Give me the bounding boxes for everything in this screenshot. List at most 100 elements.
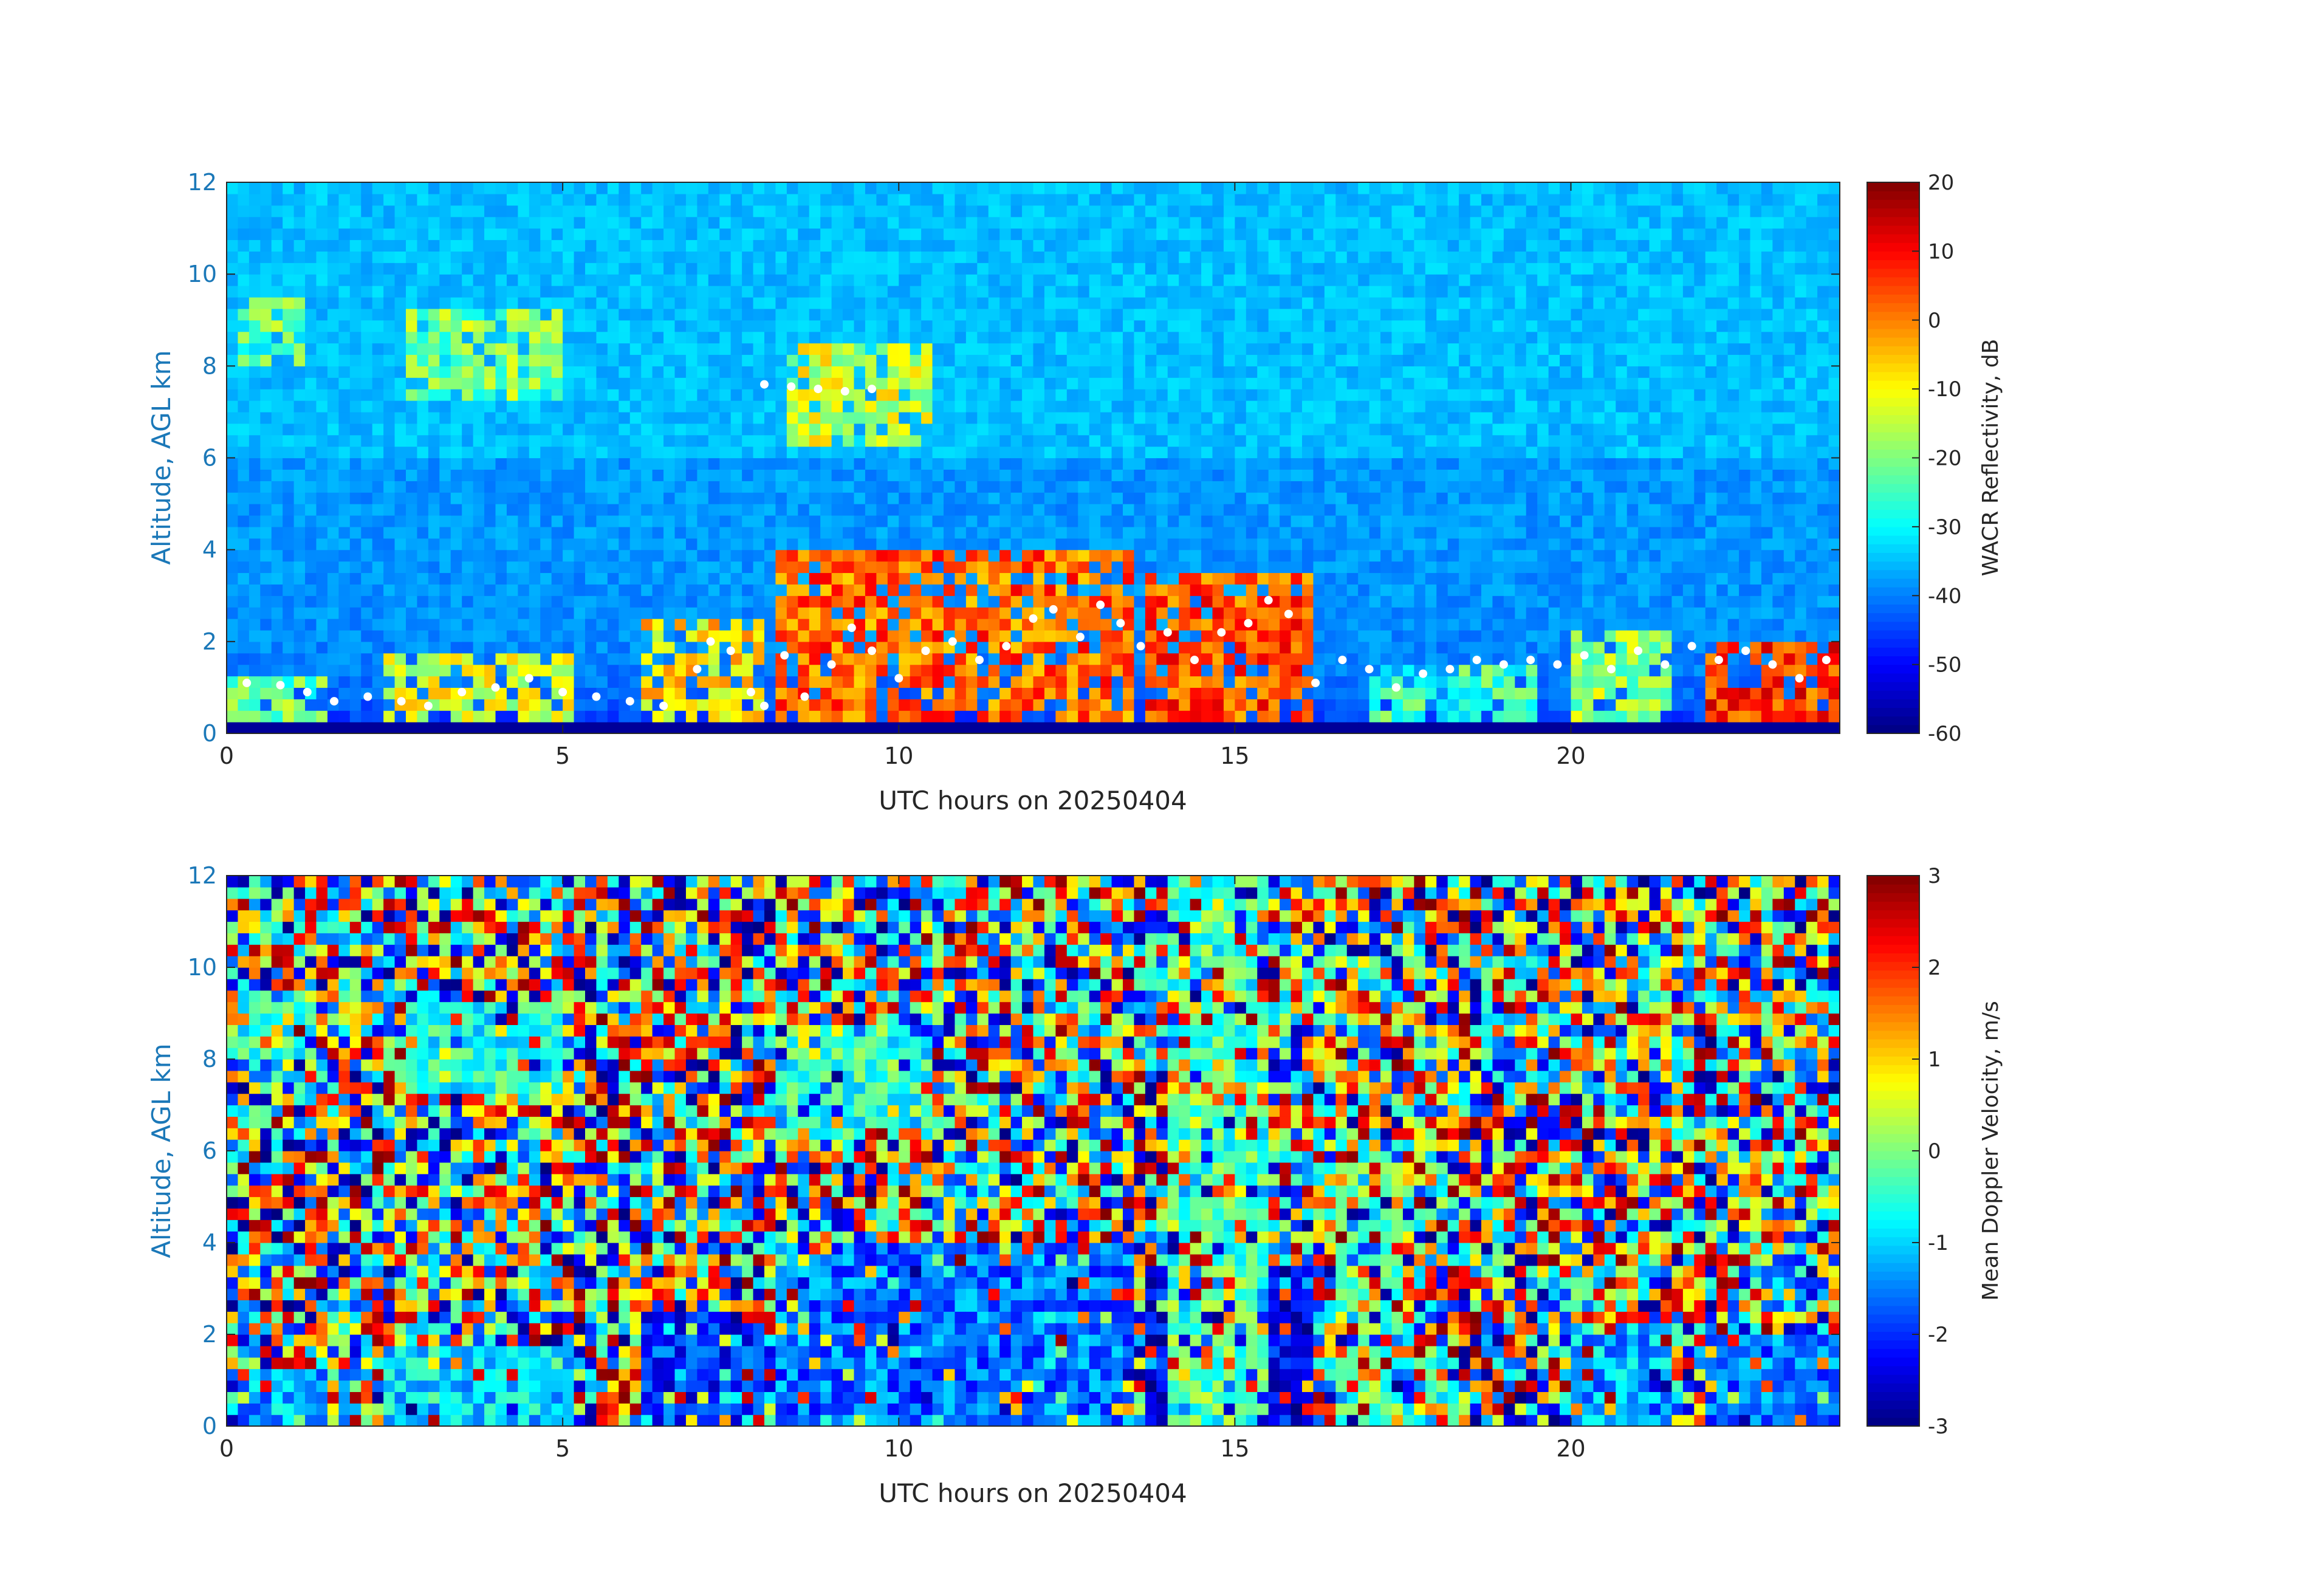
heatmap-cell (1145, 504, 1157, 516)
heatmap-cell (495, 584, 507, 596)
heatmap-cell (473, 297, 485, 309)
heatmap-cell (1235, 549, 1247, 562)
heatmap-cell (809, 561, 821, 574)
heatmap-cell (327, 664, 339, 677)
heatmap-cell (495, 653, 507, 665)
heatmap-cell (1022, 561, 1034, 574)
heatmap-cell (585, 572, 597, 585)
heatmap-cell (619, 469, 631, 481)
heatmap-cell (1022, 308, 1034, 321)
heatmap-cell (742, 343, 754, 355)
heatmap-cell (417, 400, 429, 413)
heatmap-cell (283, 538, 295, 551)
heatmap-cell (540, 584, 552, 596)
heatmap-cell (1280, 400, 1292, 413)
heatmap-cell (462, 182, 474, 194)
heatmap-cell (697, 389, 709, 401)
heatmap-cell (1268, 607, 1280, 619)
heatmap-cell (663, 664, 676, 677)
heatmap-cell (619, 193, 631, 206)
heatmap-cell (798, 629, 810, 642)
heatmap-cell (506, 400, 518, 413)
heatmap-cell (506, 205, 518, 218)
heatmap-cell (1134, 664, 1146, 677)
heatmap-cell (809, 343, 821, 355)
heatmap-cell (439, 619, 451, 631)
heatmap-cell (249, 641, 261, 654)
heatmap-cell (238, 343, 250, 355)
heatmap-cell (786, 676, 798, 688)
heatmap-cell (293, 446, 306, 459)
heatmap-cell (316, 515, 328, 527)
heatmap-cell (1044, 687, 1056, 699)
heatmap-cell (932, 331, 944, 344)
heatmap-cell (1346, 664, 1359, 677)
heatmap-cell (1280, 492, 1292, 504)
heatmap-cell (383, 251, 396, 263)
heatmap-cell (283, 205, 295, 218)
heatmap-cell (518, 274, 530, 286)
heatmap-cell (1223, 481, 1235, 493)
heatmap-cell (1010, 492, 1023, 504)
heatmap-cell (1100, 377, 1112, 389)
heatmap-cell (1223, 584, 1235, 596)
heatmap-cell (719, 572, 732, 585)
heatmap-cell (820, 595, 832, 608)
heatmap-cell (629, 434, 642, 447)
heatmap-cell (619, 515, 631, 527)
heatmap-cell (1380, 320, 1393, 332)
heatmap-cell (1223, 308, 1235, 321)
heatmap-cell (876, 607, 888, 619)
heatmap-cell (742, 710, 754, 722)
heatmap-cell (955, 595, 967, 608)
heatmap-cell (551, 434, 563, 447)
heatmap-cell (652, 331, 664, 344)
heatmap-cell (1190, 354, 1202, 366)
heatmap-cell (439, 239, 451, 252)
heatmap-cell (518, 411, 530, 424)
heatmap-cell (1100, 469, 1112, 481)
heatmap-cell (551, 561, 563, 574)
heatmap-cell (910, 446, 922, 459)
heatmap-cell (1033, 343, 1045, 355)
heatmap-cell (1369, 251, 1381, 263)
heatmap-cell (338, 664, 351, 677)
heatmap-cell (999, 469, 1012, 481)
heatmap-cell (529, 561, 541, 574)
heatmap-cell (227, 389, 239, 401)
heatmap-cell (473, 423, 485, 436)
heatmap-cell (1369, 262, 1381, 275)
heatmap-cell (439, 676, 451, 688)
heatmap-cell (1369, 538, 1381, 551)
heatmap-cell (775, 549, 787, 562)
heatmap-cell (293, 676, 306, 688)
heatmap-cell (708, 469, 720, 481)
heatmap-cell (316, 331, 328, 344)
heatmap-cell (338, 469, 351, 481)
heatmap-cell (1033, 653, 1045, 665)
heatmap-cell (1212, 400, 1224, 413)
heatmap-cell (1190, 377, 1202, 389)
heatmap-cell (1156, 722, 1168, 734)
heatmap-cell (921, 584, 933, 596)
heatmap-cell (629, 400, 642, 413)
heatmap-cell (742, 469, 754, 481)
heatmap-cell (518, 308, 530, 321)
heatmap-cell (1078, 286, 1090, 298)
heatmap-cell (730, 481, 742, 493)
heatmap-cell (697, 653, 709, 665)
heatmap-cell (1033, 549, 1045, 562)
heatmap-cell (394, 653, 406, 665)
heatmap-cell (1358, 377, 1370, 389)
heatmap-cell (283, 320, 295, 332)
heatmap-cell (932, 538, 944, 551)
heatmap-cell (1380, 308, 1393, 321)
heatmap-cell (551, 205, 563, 218)
heatmap-cell (327, 239, 339, 252)
heatmap-cell (977, 400, 989, 413)
heatmap-cell (383, 308, 396, 321)
heatmap-cell (327, 687, 339, 699)
heatmap-cell (1089, 446, 1101, 459)
heatmap-cell (1044, 193, 1056, 206)
heatmap-cell (663, 262, 676, 275)
